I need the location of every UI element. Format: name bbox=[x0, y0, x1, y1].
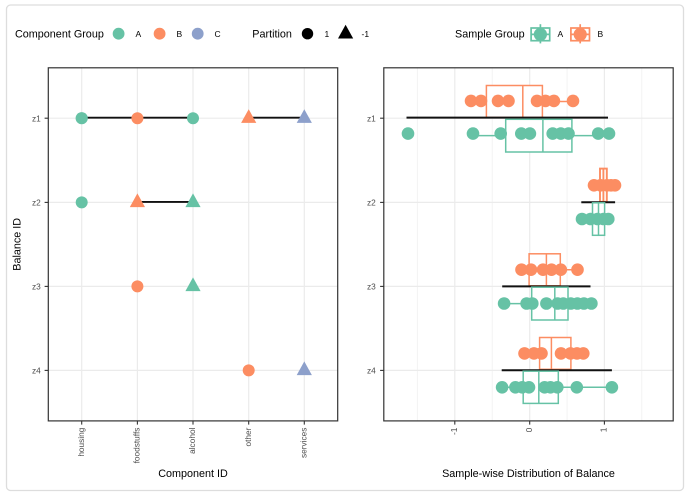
svg-text:Component ID: Component ID bbox=[158, 468, 228, 480]
svg-text:z2: z2 bbox=[367, 198, 376, 208]
svg-text:z3: z3 bbox=[367, 282, 376, 292]
svg-text:A: A bbox=[558, 29, 564, 39]
svg-text:z4: z4 bbox=[367, 366, 376, 376]
svg-text:Sample-wise Distribution of Ba: Sample-wise Distribution of Balance bbox=[442, 468, 615, 480]
svg-text:Balance ID: Balance ID bbox=[12, 218, 24, 271]
svg-text:0: 0 bbox=[524, 427, 534, 432]
svg-text:housing: housing bbox=[76, 427, 86, 456]
svg-text:-1: -1 bbox=[449, 427, 459, 435]
svg-text:A: A bbox=[136, 29, 142, 39]
svg-text:services: services bbox=[299, 428, 309, 458]
svg-text:B: B bbox=[598, 29, 604, 39]
svg-text:1: 1 bbox=[599, 427, 609, 432]
svg-text:B: B bbox=[177, 29, 183, 39]
svg-text:z4: z4 bbox=[32, 366, 41, 376]
svg-text:z3: z3 bbox=[32, 282, 41, 292]
svg-text:-1: -1 bbox=[362, 29, 370, 39]
svg-text:z2: z2 bbox=[32, 198, 41, 208]
svg-text:1: 1 bbox=[325, 29, 330, 39]
svg-text:foodstuffs: foodstuffs bbox=[132, 428, 142, 464]
svg-text:z1: z1 bbox=[32, 113, 41, 123]
svg-text:Component Group: Component Group bbox=[15, 29, 104, 41]
svg-text:alcohol: alcohol bbox=[187, 427, 197, 453]
svg-text:C: C bbox=[215, 29, 221, 39]
svg-text:Partition: Partition bbox=[252, 29, 292, 41]
svg-text:other: other bbox=[243, 427, 253, 446]
svg-text:Sample Group: Sample Group bbox=[455, 29, 525, 41]
svg-text:z1: z1 bbox=[367, 113, 376, 123]
